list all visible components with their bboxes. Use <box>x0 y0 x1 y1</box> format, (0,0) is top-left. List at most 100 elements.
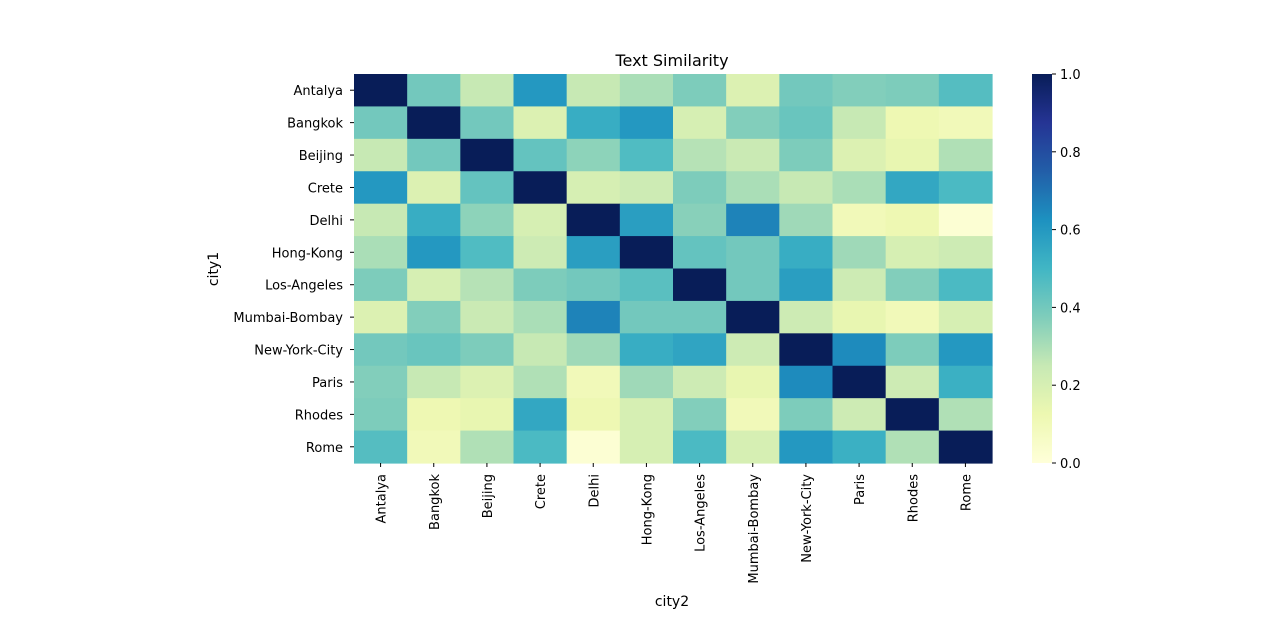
heatmap-cell <box>407 236 461 270</box>
heatmap-cell <box>938 398 993 432</box>
colorbar-ticks: 0.0 0.2 0.4 0.6 0.8 1.0 <box>1052 68 1081 472</box>
heatmap-cell <box>938 171 993 205</box>
heatmap-cell <box>673 300 727 334</box>
heatmap-cell <box>832 171 887 205</box>
heatmap-cell <box>938 365 993 399</box>
heatmap-cell <box>832 74 887 108</box>
heatmap-cell <box>779 430 834 464</box>
heatmap-cell <box>460 203 515 237</box>
heatmap-cell <box>779 106 834 140</box>
heatmap-cell <box>354 203 408 237</box>
heatmap-cell <box>726 106 780 140</box>
x-tick-label: Mumbai-Bombay <box>747 474 762 584</box>
heatmap-cell <box>832 106 887 140</box>
heatmap-cell <box>832 268 887 302</box>
heatmap-cell <box>460 398 515 432</box>
heatmap-cell <box>885 333 940 367</box>
heatmap-cell <box>885 365 940 399</box>
heatmap-cell <box>566 430 621 464</box>
heatmap-cell <box>513 268 568 302</box>
x-tick-label: Paris <box>853 474 868 505</box>
heatmap-cell <box>407 398 461 432</box>
heatmap-cell <box>619 74 674 108</box>
heatmap-cell <box>513 333 568 367</box>
heatmap-cell <box>619 430 674 464</box>
colorbar <box>1032 74 1052 463</box>
y-tick-label: Antalya <box>294 84 343 99</box>
heatmap-cell <box>513 138 568 172</box>
heatmap-cell <box>779 171 834 205</box>
heatmap-cell <box>513 74 568 108</box>
heatmap-cell <box>779 333 834 367</box>
y-axis-label: city1 <box>206 252 222 286</box>
heatmap-cell <box>832 300 887 334</box>
heatmap-cell <box>673 138 727 172</box>
heatmap-cell <box>513 365 568 399</box>
heatmap-cell <box>619 365 674 399</box>
heatmap-cell <box>407 300 461 334</box>
y-tick-label: Crete <box>308 181 343 196</box>
heatmap-cell <box>726 203 780 237</box>
heatmap-cell <box>673 203 727 237</box>
heatmap-cell <box>779 138 834 172</box>
colorbar-tick-label: 0.0 <box>1060 457 1081 472</box>
heatmap-cell <box>619 268 674 302</box>
heatmap-cell <box>832 236 887 270</box>
heatmap-cell <box>885 171 940 205</box>
heatmap-cell <box>619 106 674 140</box>
heatmap-cell <box>726 365 780 399</box>
heatmap-cell <box>460 300 515 334</box>
heatmap-cell <box>726 171 780 205</box>
heatmap-cell <box>354 300 408 334</box>
heatmap-cell <box>619 398 674 432</box>
heatmap-cell <box>513 398 568 432</box>
heatmap-cell <box>460 268 515 302</box>
x-tick-label: Crete <box>534 474 549 509</box>
heatmap-cell <box>566 268 621 302</box>
y-tick-label: Hong-Kong <box>272 246 343 261</box>
heatmap-cell <box>407 138 461 172</box>
x-tick-label: Rhodes <box>906 474 921 522</box>
heatmap-cell <box>673 171 727 205</box>
heatmap-cell <box>832 365 887 399</box>
heatmap-cell <box>673 333 727 367</box>
heatmap-cell <box>938 203 993 237</box>
heatmap-cell <box>460 365 515 399</box>
heatmap-cell <box>407 268 461 302</box>
heatmap-cell <box>354 138 408 172</box>
heatmap-cell <box>566 203 621 237</box>
heatmap-cell <box>673 236 727 270</box>
heatmap-cell <box>566 138 621 172</box>
heatmap-cell <box>938 236 993 270</box>
heatmap-cell <box>938 268 993 302</box>
heatmap-cell <box>779 300 834 334</box>
heatmap-cell <box>726 398 780 432</box>
heatmap-cell <box>566 106 621 140</box>
heatmap-cell <box>673 74 727 108</box>
colorbar-tick-label: 0.8 <box>1060 146 1081 161</box>
heatmap-cell <box>460 236 515 270</box>
heatmap-cell <box>513 203 568 237</box>
heatmap-cell <box>354 106 408 140</box>
y-tick-label: Los-Angeles <box>265 279 343 294</box>
heatmap-cell <box>513 430 568 464</box>
y-tick-label: Bangkok <box>287 117 343 132</box>
heatmap-cell <box>354 333 408 367</box>
heatmap-cell <box>673 365 727 399</box>
heatmap-cell <box>673 268 727 302</box>
heatmap-cell <box>354 268 408 302</box>
colorbar-tick-label: 0.6 <box>1060 224 1081 239</box>
heatmap-cell <box>460 333 515 367</box>
heatmap-cell <box>673 398 727 432</box>
heatmap-cell <box>513 106 568 140</box>
heatmap-cell <box>354 430 408 464</box>
y-axis-ticks: Antalya Bangkok Beijing Crete Delhi Hong-Kong… <box>233 84 354 456</box>
heatmap-cell <box>566 333 621 367</box>
x-tick-label: Delhi <box>587 474 602 507</box>
heatmap-cell <box>513 171 568 205</box>
heatmap-cell <box>460 106 515 140</box>
heatmap-cell <box>354 365 408 399</box>
heatmap-cell <box>673 106 727 140</box>
heatmap-cell <box>460 138 515 172</box>
